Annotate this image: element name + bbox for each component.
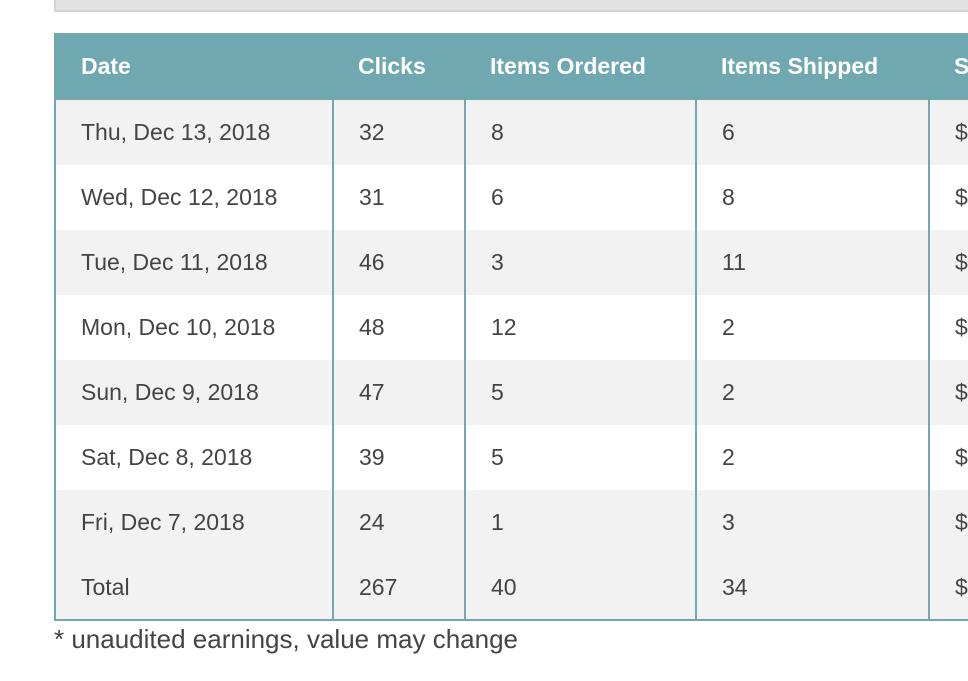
column-header-items-ordered[interactable]: Items Ordered: [465, 33, 696, 100]
cell-items-ordered: 1: [465, 490, 697, 555]
cell-items-shipped: 2: [696, 425, 930, 490]
cell-items-shipped: 6: [696, 100, 930, 165]
cell-items-shipped: 2: [696, 295, 930, 360]
cell-items-shipped: 3: [696, 490, 930, 555]
column-header-items-shipped[interactable]: Items Shipped: [696, 33, 929, 100]
cell-date: Sat, Dec 8, 2018: [55, 425, 334, 490]
cell-sales: $: [929, 490, 968, 555]
cell-date: Mon, Dec 10, 2018: [55, 295, 334, 360]
table-row: Thu, Dec 13, 2018 32 8 6 $: [55, 100, 968, 165]
cell-sales: $: [929, 230, 968, 295]
table-row: Sun, Dec 9, 2018 47 5 2 $: [55, 360, 968, 425]
table-header-row: Date Clicks Items Ordered Items Shipped …: [55, 33, 968, 100]
cell-items-ordered: 12: [465, 295, 697, 360]
cell-items-ordered: 5: [465, 425, 697, 490]
total-items-ordered: 40: [465, 555, 697, 620]
cell-clicks: 24: [333, 490, 466, 555]
table-row: Mon, Dec 10, 2018 48 12 2 $: [55, 295, 968, 360]
table-row: Tue, Dec 11, 2018 46 3 11 $: [55, 230, 968, 295]
cell-sales: $: [929, 165, 968, 230]
earnings-table-container: Date Clicks Items Ordered Items Shipped …: [54, 33, 968, 621]
cell-clicks: 48: [333, 295, 466, 360]
cell-date: Tue, Dec 11, 2018: [55, 230, 334, 295]
column-header-clicks[interactable]: Clicks: [333, 33, 465, 100]
cell-clicks: 39: [333, 425, 466, 490]
table-row: Fri, Dec 7, 2018 24 1 3 $: [55, 490, 968, 555]
column-header-sales[interactable]: S: [929, 33, 968, 100]
cell-date: Fri, Dec 7, 2018: [55, 490, 334, 555]
cell-items-shipped: 2: [696, 360, 930, 425]
cell-clicks: 32: [333, 100, 466, 165]
cell-items-ordered: 8: [465, 100, 697, 165]
cell-clicks: 46: [333, 230, 466, 295]
earnings-footnote: * unaudited earnings, value may change: [54, 624, 518, 654]
cell-date: Wed, Dec 12, 2018: [55, 165, 334, 230]
earnings-table: Date Clicks Items Ordered Items Shipped …: [54, 33, 968, 621]
total-sales: $: [929, 555, 968, 620]
total-clicks: 267: [333, 555, 466, 620]
cell-items-ordered: 6: [465, 165, 697, 230]
cell-items-ordered: 5: [465, 360, 697, 425]
cell-sales: $: [929, 100, 968, 165]
table-row: Wed, Dec 12, 2018 31 6 8 $: [55, 165, 968, 230]
cell-clicks: 31: [333, 165, 466, 230]
cell-sales: $: [929, 295, 968, 360]
cell-date: Thu, Dec 13, 2018: [55, 100, 334, 165]
cell-items-shipped: 11: [696, 230, 930, 295]
table-row: Sat, Dec 8, 2018 39 5 2 $: [55, 425, 968, 490]
cell-clicks: 47: [333, 360, 466, 425]
cell-sales: $: [929, 425, 968, 490]
cell-sales: $: [929, 360, 968, 425]
cell-date: Sun, Dec 9, 2018: [55, 360, 334, 425]
cell-items-shipped: 8: [696, 165, 930, 230]
top-panel-edge: [54, 0, 968, 12]
total-items-shipped: 34: [696, 555, 930, 620]
column-header-date[interactable]: Date: [55, 33, 333, 100]
cell-items-ordered: 3: [465, 230, 697, 295]
total-label: Total: [55, 555, 334, 620]
total-row: Total 267 40 34 $: [55, 555, 968, 620]
